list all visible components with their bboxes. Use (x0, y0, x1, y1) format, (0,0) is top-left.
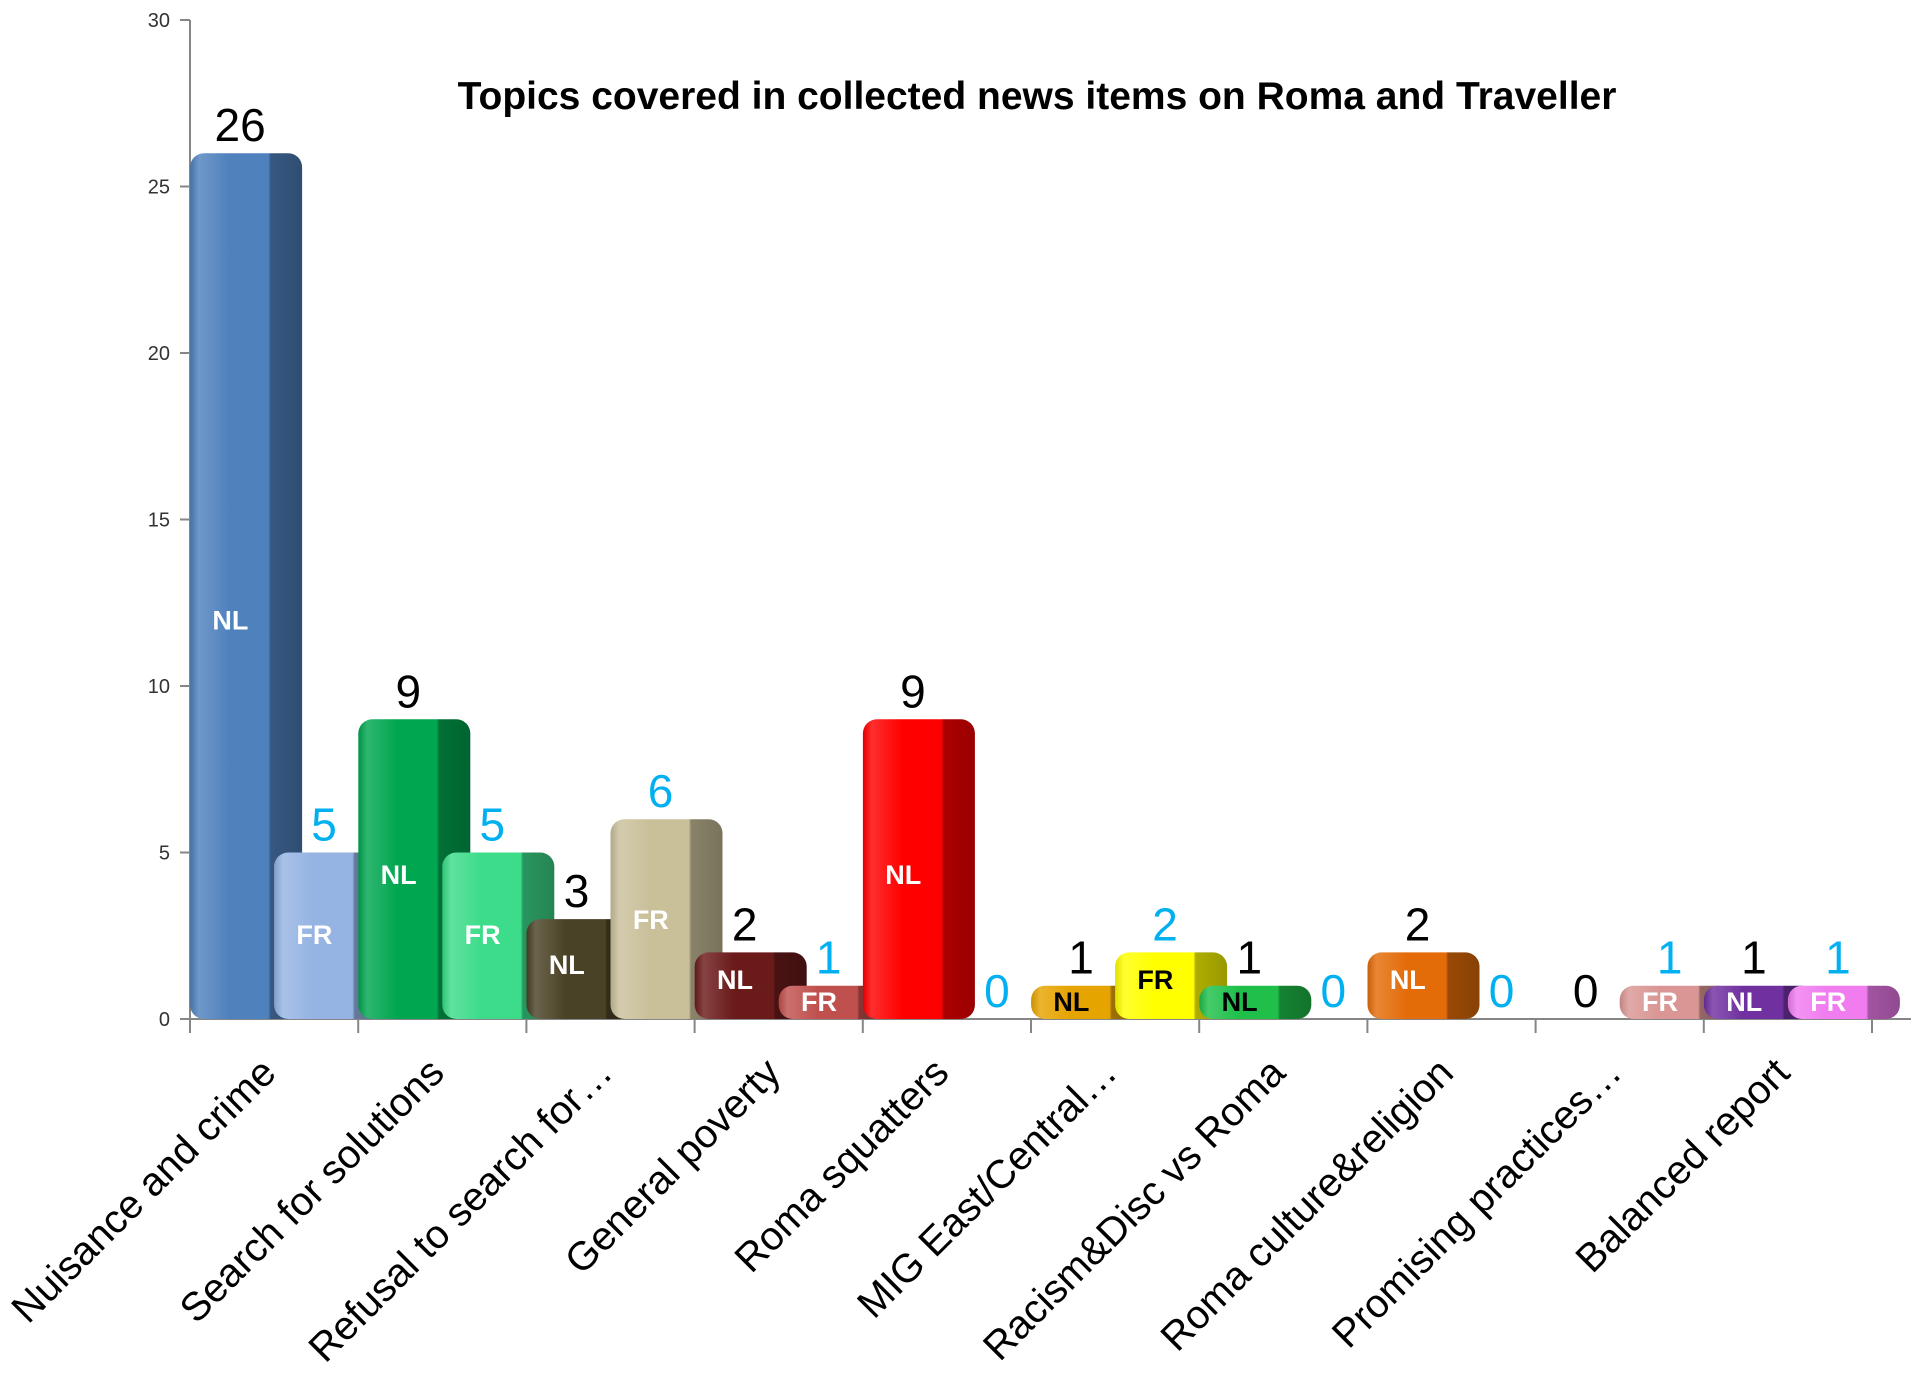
bar-series-label: NL (212, 605, 248, 635)
bar-value-label: 0 (1489, 965, 1515, 1017)
bar-series-label: FR (633, 905, 669, 935)
bar-value-label: 1 (1825, 932, 1851, 984)
bar-series-label: FR (1137, 965, 1173, 995)
bar-value-label: 3 (564, 865, 590, 917)
bar (1199, 985, 1312, 1019)
bar-series-label: FR (1810, 987, 1846, 1017)
bar-series-label: FR (296, 920, 332, 950)
bar (1787, 985, 1900, 1019)
chart-title: Topics covered in collected news items o… (458, 75, 1617, 118)
bar-value-label: 9 (900, 665, 926, 717)
x-tick-label: Racism&Disc vs Roma (975, 1050, 1294, 1369)
bar (190, 153, 303, 1019)
x-tick-label: Refusal to search for… (301, 1050, 621, 1370)
y-tick-label: 5 (159, 843, 170, 865)
bar-series-label: FR (465, 920, 501, 950)
bar (862, 719, 975, 1019)
bar (274, 852, 387, 1019)
y-tick-label: 10 (148, 676, 170, 698)
bar-value-label: 1 (1237, 932, 1263, 984)
y-tick-label: 0 (159, 1009, 170, 1031)
bar-value-label: 9 (396, 665, 422, 717)
y-tick-label: 15 (148, 510, 170, 532)
bar-value-label: 1 (816, 932, 842, 984)
bar-value-label: 0 (1573, 965, 1599, 1017)
y-tick-label: 30 (148, 10, 170, 32)
bar (1115, 952, 1228, 1019)
bar-value-label: 1 (1068, 932, 1094, 984)
bar-value-label: 2 (1405, 898, 1431, 950)
bar-value-label: 1 (1657, 932, 1683, 984)
bar-series-label: NL (1053, 987, 1089, 1017)
x-tick-label: Roma culture&religion (1152, 1050, 1461, 1359)
bar-value-label: 2 (1152, 898, 1178, 950)
bar (1367, 952, 1480, 1019)
y-tick-label: 20 (148, 343, 170, 365)
bar-series-label: FR (1642, 987, 1678, 1017)
bar-value-label: 6 (648, 765, 674, 817)
bar-value-label: 5 (480, 799, 506, 851)
bar-series-label: NL (885, 860, 921, 890)
bar-value-label: 5 (311, 799, 337, 851)
y-tick-label: 25 (148, 177, 170, 199)
bar-value-label: 26 (215, 99, 266, 151)
x-tick-label: Promising practices… (1324, 1050, 1630, 1356)
bar (610, 819, 723, 1019)
bar-series-label: NL (717, 965, 753, 995)
bar-value-label: 2 (732, 898, 758, 950)
bar-value-label: 1 (1741, 932, 1767, 984)
bar-series-label: NL (381, 860, 417, 890)
bar-series-label: NL (1726, 987, 1762, 1017)
bar (442, 852, 555, 1019)
bar-value-label: 0 (1321, 965, 1347, 1017)
bar-series-label: NL (549, 950, 585, 980)
bar-series-label: NL (1390, 965, 1426, 995)
bar-value-label: 0 (984, 965, 1010, 1017)
bar (1619, 985, 1732, 1019)
bar (1703, 985, 1816, 1019)
bar-series-label: NL (1222, 987, 1258, 1017)
bar (778, 985, 891, 1019)
bar-series-label: FR (801, 987, 837, 1017)
bars (190, 153, 1900, 1019)
